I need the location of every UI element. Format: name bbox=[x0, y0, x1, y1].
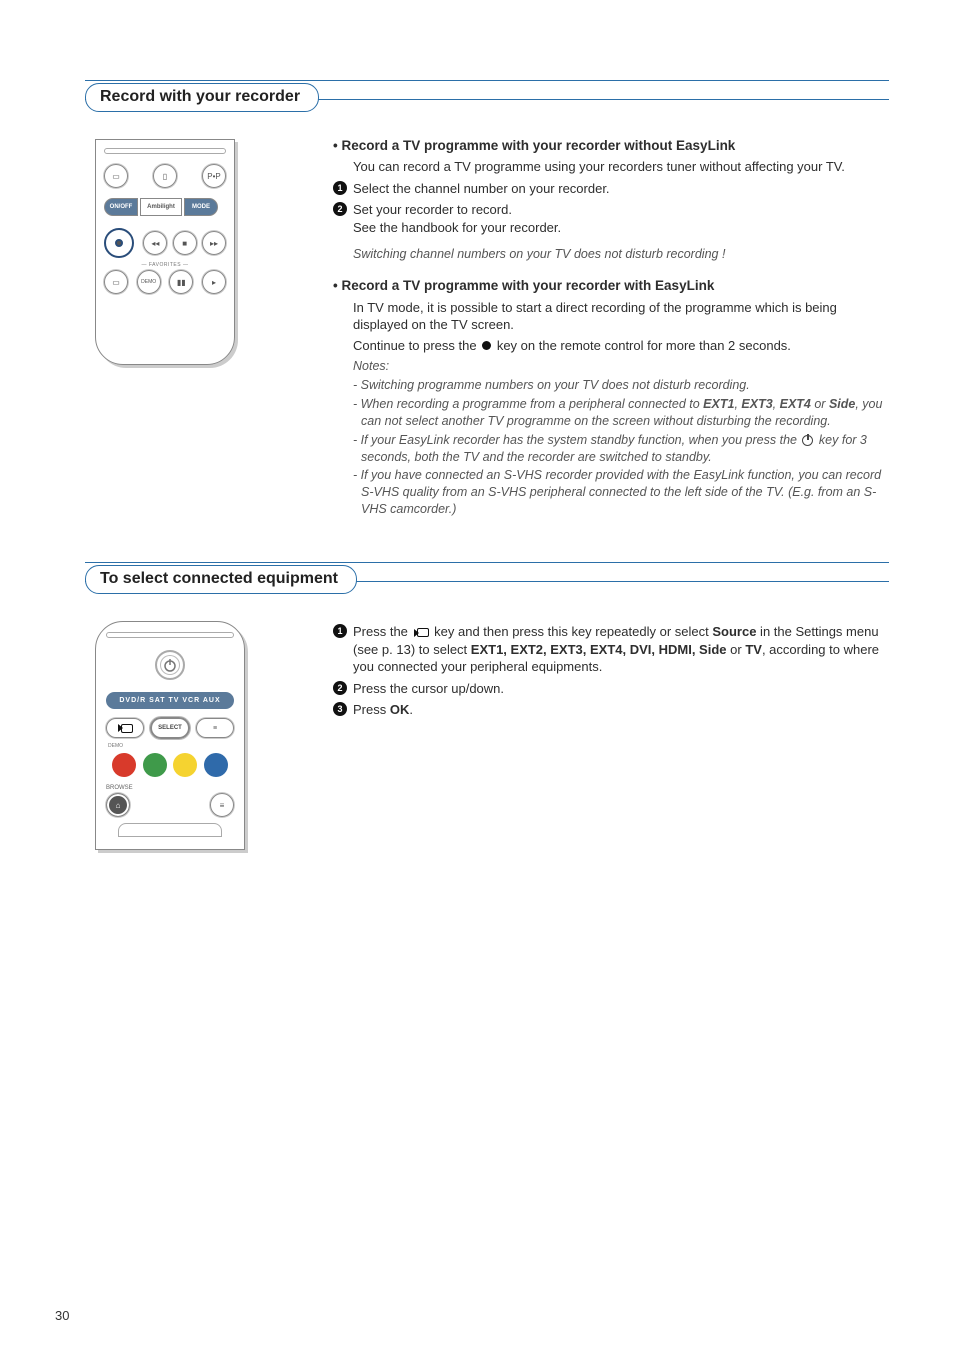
s1-note2-ext4: EXT4 bbox=[780, 397, 811, 411]
remote2-select-button: SELECT bbox=[150, 717, 190, 739]
remote1-fav-label: — FAVORITES — bbox=[104, 262, 226, 268]
s1-h2-body2: Continue to press the key on the remote … bbox=[333, 337, 889, 355]
s2-step2: 2 Press the cursor up/down. bbox=[333, 680, 889, 698]
s1-h1-body: You can record a TV programme using your… bbox=[333, 158, 889, 176]
s1-h2: Record a TV programme with your recorder… bbox=[333, 277, 889, 295]
remote1-ambilight: Ambilight bbox=[140, 198, 182, 216]
s1-note2-ext1: EXT1 bbox=[703, 397, 734, 411]
s2-step1b: key and then press this key repeatedly o… bbox=[431, 624, 713, 639]
remote2-color-row bbox=[106, 753, 234, 777]
step-num-1-icon: 1 bbox=[333, 181, 347, 195]
remote1-btn-b: ▯ bbox=[153, 164, 177, 188]
s1-step2a-text: Set your recorder to record. bbox=[353, 202, 512, 217]
section1-rightcol: Record a TV programme with your recorder… bbox=[333, 137, 889, 518]
page-number: 30 bbox=[55, 1308, 69, 1323]
s1-note2a: - When recording a programme from a peri… bbox=[353, 397, 703, 411]
remote1-stop: ■ bbox=[173, 231, 197, 255]
s2-step3b: . bbox=[409, 702, 413, 717]
s1-h1: Record a TV programme with your recorder… bbox=[333, 137, 889, 155]
record-icon bbox=[482, 341, 491, 350]
section2-title: To select connected equipment bbox=[85, 565, 357, 594]
remote1-pause: ▮▮ bbox=[169, 270, 193, 294]
s2-step1a: Press the bbox=[353, 624, 412, 639]
remote1-play: ▸ bbox=[202, 270, 226, 294]
s1-notes-label: Notes: bbox=[353, 358, 889, 375]
s2-step3: 3 Press OK. bbox=[333, 701, 889, 719]
s1-note1: - Switching programme numbers on your TV… bbox=[353, 377, 889, 394]
remote2-browse-label: BROWSE bbox=[106, 785, 234, 791]
s1-step1-text: Select the channel number on your record… bbox=[353, 181, 610, 196]
s2-step1-or: or bbox=[727, 642, 746, 657]
remote2-nav-cap bbox=[118, 823, 222, 837]
remote1-ff: ▸▸ bbox=[202, 231, 226, 255]
s2-step-num-3-icon: 3 bbox=[333, 702, 347, 716]
s1-notes: Notes: - Switching programme numbers on … bbox=[333, 358, 889, 518]
remote1-demo: DEMO bbox=[137, 270, 161, 294]
remote1-btn-pip: P•P bbox=[202, 164, 226, 188]
s1-n2c1b: , bbox=[773, 397, 780, 411]
s2-step1-source: Source bbox=[712, 624, 756, 639]
green-button-icon bbox=[143, 753, 167, 777]
s1-h2-body2b: key on the remote control for more than … bbox=[493, 338, 791, 353]
source-key-icon bbox=[414, 628, 429, 637]
s2-step1: 1 Press the key and then press this key … bbox=[333, 623, 889, 676]
remote1-topbar bbox=[104, 148, 226, 154]
section1-header: Record with your recorder bbox=[85, 83, 889, 117]
s2-step3-ok: OK bbox=[390, 702, 410, 717]
s1-note3: - If your EasyLink recorder has the syst… bbox=[353, 432, 889, 466]
remote2-demo-label: DEMO bbox=[108, 743, 234, 749]
section2-body: DVD/R SAT TV VCR AUX SELECT ≡ DEMO BROWS… bbox=[85, 619, 889, 850]
step-num-2-icon: 2 bbox=[333, 202, 347, 216]
red-button-icon bbox=[112, 753, 136, 777]
section2-divider-top bbox=[85, 562, 889, 563]
power-icon bbox=[163, 658, 177, 672]
remote1-tri-buttons: ON/OFF Ambilight MODE bbox=[104, 198, 226, 216]
remote2-topbar bbox=[106, 632, 234, 638]
s1-note2: - When recording a programme from a peri… bbox=[353, 396, 889, 430]
s2-step3a: Press bbox=[353, 702, 390, 717]
remote1-btn-x: ▭ bbox=[104, 270, 128, 294]
section2-header: To select connected equipment bbox=[85, 565, 889, 599]
s2-step1-tv: TV bbox=[745, 642, 762, 657]
s1-step1: 1 Select the channel number on your reco… bbox=[333, 180, 889, 198]
s1-note2-side: Side bbox=[829, 397, 855, 411]
remote2-power-button bbox=[155, 650, 185, 680]
section-divider-top bbox=[85, 80, 889, 81]
section1-leftcol: ▭ ▯ P•P ON/OFF Ambilight MODE ◂◂ ■ ▸▸ — … bbox=[85, 137, 305, 518]
remote-lower-illustration: ▭ ▯ P•P ON/OFF Ambilight MODE ◂◂ ■ ▸▸ — … bbox=[95, 139, 235, 365]
s2-step2-text: Press the cursor up/down. bbox=[353, 681, 504, 696]
source-icon bbox=[118, 724, 133, 733]
record-button-callout bbox=[104, 228, 134, 258]
s1-step2: 2 Set your recorder to record. See the h… bbox=[333, 201, 889, 236]
s1-switch-note: Switching channel numbers on your TV doe… bbox=[333, 246, 889, 263]
remote2-browse-left: ⌂ bbox=[106, 793, 130, 817]
s1-step2b-text: See the handbook for your recorder. bbox=[353, 220, 561, 235]
s1-note4: - If you have connected an S-VHS recorde… bbox=[353, 467, 889, 518]
remote2-source-button bbox=[106, 718, 144, 738]
s1-note3a: - If your EasyLink recorder has the syst… bbox=[353, 433, 800, 447]
section2-rightcol: 1 Press the key and then press this key … bbox=[333, 619, 889, 850]
s1-n2or: or bbox=[811, 397, 829, 411]
remote1-mode: MODE bbox=[184, 198, 218, 216]
remote1-onoff: ON/OFF bbox=[104, 198, 138, 216]
remote1-rew: ◂◂ bbox=[143, 231, 167, 255]
remote2-mode-bar: DVD/R SAT TV VCR AUX bbox=[106, 692, 234, 709]
remote1-btn-a: ▭ bbox=[104, 164, 128, 188]
remote2-browse-right: ≡ bbox=[210, 793, 234, 817]
remote-upper-illustration: DVD/R SAT TV VCR AUX SELECT ≡ DEMO BROWS… bbox=[95, 621, 245, 850]
yellow-button-icon bbox=[173, 753, 197, 777]
s2-step-num-1-icon: 1 bbox=[333, 624, 347, 638]
s1-note2-ext3: EXT3 bbox=[741, 397, 772, 411]
s1-h2-body1: In TV mode, it is possible to start a di… bbox=[333, 299, 889, 334]
section1-title: Record with your recorder bbox=[85, 83, 319, 112]
section2-leftcol: DVD/R SAT TV VCR AUX SELECT ≡ DEMO BROWS… bbox=[85, 619, 305, 850]
s2-step1-list: EXT1, EXT2, EXT3, EXT4, DVI, HDMI, Side bbox=[471, 642, 727, 657]
s1-h2-body2a: Continue to press the bbox=[353, 338, 480, 353]
remote2-list-button: ≡ bbox=[196, 718, 234, 738]
section1-body: ▭ ▯ P•P ON/OFF Ambilight MODE ◂◂ ■ ▸▸ — … bbox=[85, 137, 889, 518]
standby-icon bbox=[802, 435, 813, 446]
blue-button-icon bbox=[204, 753, 228, 777]
s2-step-num-2-icon: 2 bbox=[333, 681, 347, 695]
